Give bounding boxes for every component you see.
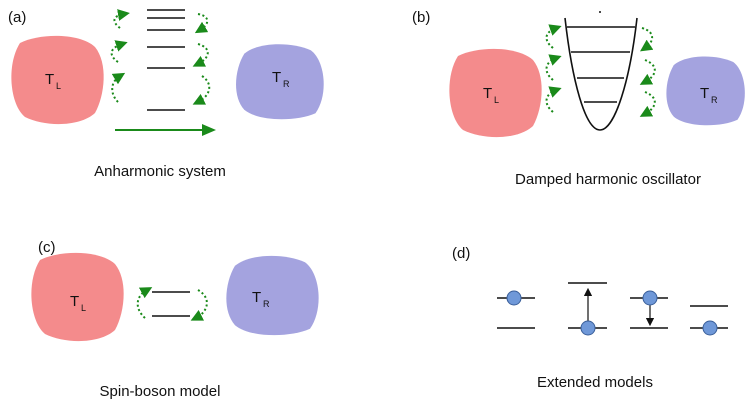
reservoir-label: T (272, 69, 281, 86)
caption: Extended models (537, 374, 653, 391)
reservoir-right (226, 255, 319, 336)
coupling-arrows (110, 9, 211, 105)
potential-well (564, 17, 638, 131)
level-schemes (497, 282, 728, 336)
reservoir-subscript: R (711, 95, 718, 105)
dot (599, 11, 601, 13)
panel-label: (c) (38, 239, 56, 256)
coupling-arrows (136, 287, 208, 321)
energy-levels (152, 291, 190, 317)
caption: Spin-boson model (100, 383, 221, 400)
reservoir-subscript: L (56, 81, 61, 91)
caption: Damped harmonic oscillator (515, 171, 701, 188)
energy-levels (147, 9, 185, 111)
reservoir-label: T (252, 289, 261, 306)
panel-label: (b) (412, 9, 430, 26)
reservoir-left (11, 35, 104, 125)
panel-label: (d) (452, 245, 470, 262)
panel-label: (a) (8, 9, 26, 26)
reservoir-subscript: R (283, 79, 290, 89)
coupling-arrows (545, 24, 656, 117)
caption: Anharmonic system (94, 163, 226, 180)
reservoir-label: T (700, 85, 709, 102)
reservoir-subscript: R (263, 299, 270, 309)
reservoir-label: T (483, 85, 492, 102)
reservoir-left (449, 48, 542, 138)
reservoir-subscript: L (494, 95, 499, 105)
reservoir-label: T (45, 71, 54, 88)
reservoir-label: T (70, 293, 79, 310)
reservoir-subscript: L (81, 303, 86, 313)
flow-arrowhead (202, 124, 216, 136)
energy-levels (567, 26, 635, 103)
